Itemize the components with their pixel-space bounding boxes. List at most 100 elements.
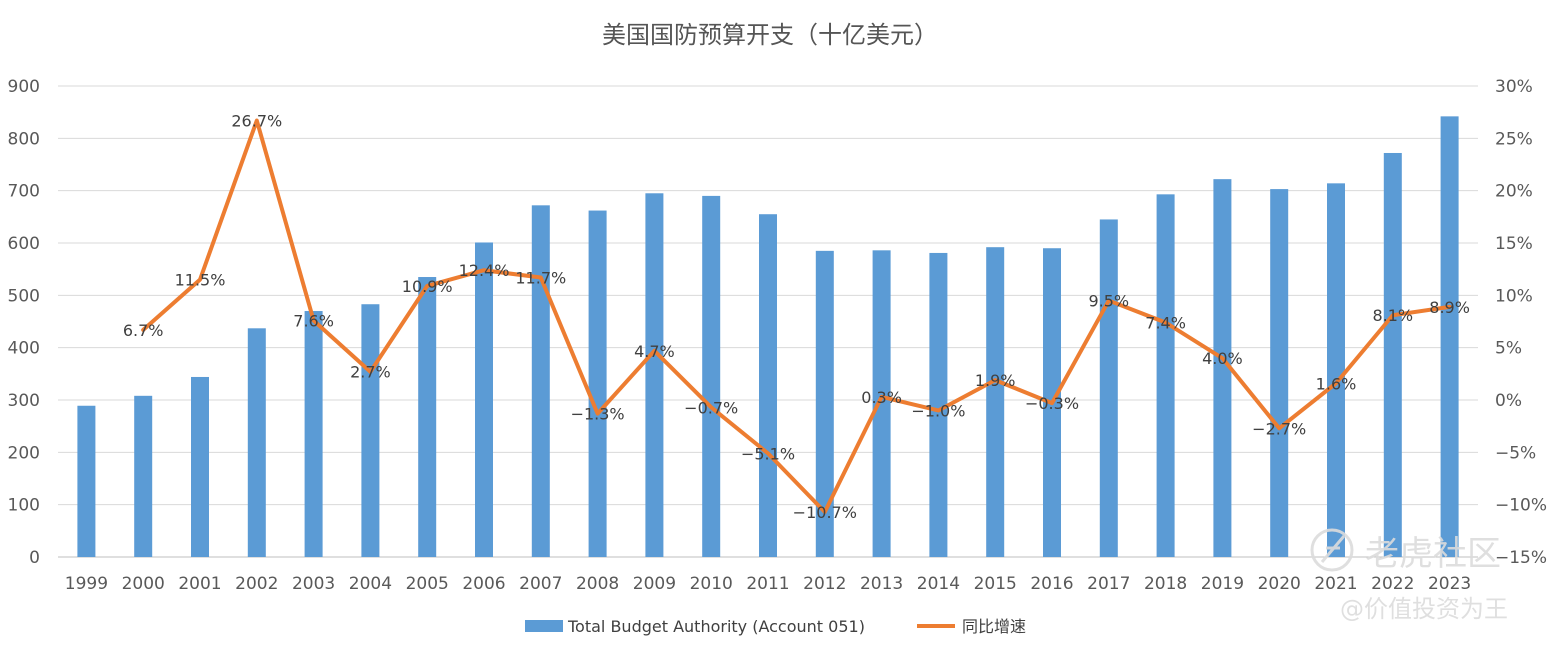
bar-series xyxy=(77,116,1459,558)
growth-label-2008: −1.3% xyxy=(571,405,625,424)
y-left-tick-label: 0 xyxy=(29,548,40,568)
growth-label-2023: 8.9% xyxy=(1429,298,1470,317)
growth-label-2003: 7.6% xyxy=(293,311,334,330)
growth-label-2000: 6.7% xyxy=(123,321,164,340)
legend-bar-swatch xyxy=(525,620,563,632)
bar-1999 xyxy=(77,405,96,557)
legend-line-label: 同比增速 xyxy=(962,617,1026,636)
growth-label-2002: 26.7% xyxy=(231,112,282,131)
x-tick-label: 2023 xyxy=(1428,574,1471,594)
x-tick-label: 2010 xyxy=(690,574,733,594)
bar-2000 xyxy=(134,395,153,557)
legend: Total Budget Authority (Account 051) 同比增… xyxy=(525,617,1026,636)
x-tick-label: 2022 xyxy=(1371,574,1414,594)
y-left-tick-label: 500 xyxy=(8,286,40,306)
bar-2018 xyxy=(1156,194,1175,557)
bar-2017 xyxy=(1099,219,1118,557)
chart-title: 美国国防预算开支（十亿美元） xyxy=(602,21,938,49)
growth-label-2019: 4.0% xyxy=(1202,349,1243,368)
growth-label-2009: 4.7% xyxy=(634,342,675,361)
growth-label-2012: −10.7% xyxy=(793,503,857,522)
bar-2021 xyxy=(1327,183,1345,557)
x-tick-label: 2012 xyxy=(803,574,846,594)
bar-2009 xyxy=(645,193,664,558)
x-tick-label: 2020 xyxy=(1258,574,1301,594)
growth-label-2007: 11.7% xyxy=(515,269,566,288)
x-tick-label: 2002 xyxy=(235,574,278,594)
y-right-tick-label: 15% xyxy=(1495,234,1533,254)
y-left-tick-label: 900 xyxy=(8,77,40,97)
bar-2012 xyxy=(815,250,834,557)
x-tick-label: 2017 xyxy=(1087,574,1130,594)
watermark: 老虎社区 @价值投资为王 xyxy=(1310,528,1508,623)
y-left-tick-label: 200 xyxy=(8,443,40,463)
y-left-tick-label: 100 xyxy=(8,496,40,516)
x-axis: 1999 2000 2001 2002 2003 2004 2005 2006 2007 2008… xyxy=(65,574,1471,594)
bar-2019 xyxy=(1213,179,1232,558)
x-tick-label: 1999 xyxy=(65,574,108,594)
x-tick-label: 2006 xyxy=(462,574,505,594)
bar-2014 xyxy=(929,252,948,557)
x-tick-label: 2013 xyxy=(860,574,903,594)
growth-label-2018: 7.4% xyxy=(1145,314,1186,333)
y-right-tick-label: 5% xyxy=(1495,339,1522,359)
x-tick-label: 2005 xyxy=(406,574,449,594)
x-tick-label: 2021 xyxy=(1314,574,1357,594)
bar-2015 xyxy=(986,247,1005,558)
growth-label-2016: −0.3% xyxy=(1025,394,1079,413)
growth-label-2011: −5.1% xyxy=(741,444,795,463)
bar-2001 xyxy=(191,376,209,557)
growth-label-2017: 9.5% xyxy=(1088,292,1129,311)
x-tick-label: 2007 xyxy=(519,574,562,594)
bar-2023 xyxy=(1440,116,1459,557)
watermark-handle: @价值投资为王 xyxy=(1340,595,1508,623)
bar-2008 xyxy=(588,210,607,557)
x-tick-label: 2004 xyxy=(349,574,392,594)
bar-2010 xyxy=(702,195,721,557)
watermark-brand: 老虎社区 xyxy=(1365,534,1501,574)
growth-label-2001: 11.5% xyxy=(175,271,226,290)
y-left-tick-label: 800 xyxy=(8,129,40,149)
bar-2022 xyxy=(1383,152,1402,557)
y-left-tick-label: 600 xyxy=(8,234,40,254)
y-axis-right: −15% −10% −5% 0% 5% 10% 15% 20% 25% 30% xyxy=(1495,77,1547,568)
watermark-logo-icon xyxy=(1310,528,1354,572)
growth-label-2005: 10.9% xyxy=(402,277,453,296)
x-tick-label: 2011 xyxy=(746,574,789,594)
bar-2005 xyxy=(418,277,437,557)
y-right-tick-label: 0% xyxy=(1495,391,1522,411)
x-tick-label: 2015 xyxy=(974,574,1017,594)
y-right-tick-label: 25% xyxy=(1495,129,1533,149)
bar-2020 xyxy=(1270,189,1289,557)
bar-2002 xyxy=(247,328,266,557)
x-tick-label: 2019 xyxy=(1201,574,1244,594)
x-tick-label: 2009 xyxy=(633,574,676,594)
x-tick-label: 2003 xyxy=(292,574,335,594)
y-right-tick-label: 30% xyxy=(1495,77,1533,97)
y-right-tick-label: −5% xyxy=(1495,443,1536,463)
bar-2006 xyxy=(475,242,493,557)
growth-label-2015: 1.9% xyxy=(975,371,1016,390)
growth-label-2004: 2.7% xyxy=(350,363,391,382)
x-tick-label: 2001 xyxy=(178,574,221,594)
growth-label-2013: 0.3% xyxy=(861,388,902,407)
growth-label-2006: 12.4% xyxy=(459,261,510,280)
bar-2003 xyxy=(304,311,323,557)
x-tick-label: 2014 xyxy=(917,574,960,594)
growth-label-2020: −2.7% xyxy=(1252,419,1306,438)
bar-2013 xyxy=(872,250,891,557)
y-left-tick-label: 400 xyxy=(8,339,40,359)
y-right-tick-label: 10% xyxy=(1495,286,1533,306)
y-left-tick-label: 300 xyxy=(8,391,40,411)
x-tick-label: 2000 xyxy=(122,574,165,594)
bar-2007 xyxy=(531,205,550,557)
y-left-tick-label: 700 xyxy=(8,182,40,202)
bar-2004 xyxy=(361,304,380,557)
y-right-tick-label: −15% xyxy=(1495,548,1547,568)
legend-bar-label: Total Budget Authority (Account 051) xyxy=(567,617,865,636)
growth-line-series xyxy=(141,118,1452,514)
growth-label-2010: −0.7% xyxy=(684,398,738,417)
y-right-tick-label: 20% xyxy=(1495,182,1533,202)
growth-line xyxy=(141,118,1452,514)
